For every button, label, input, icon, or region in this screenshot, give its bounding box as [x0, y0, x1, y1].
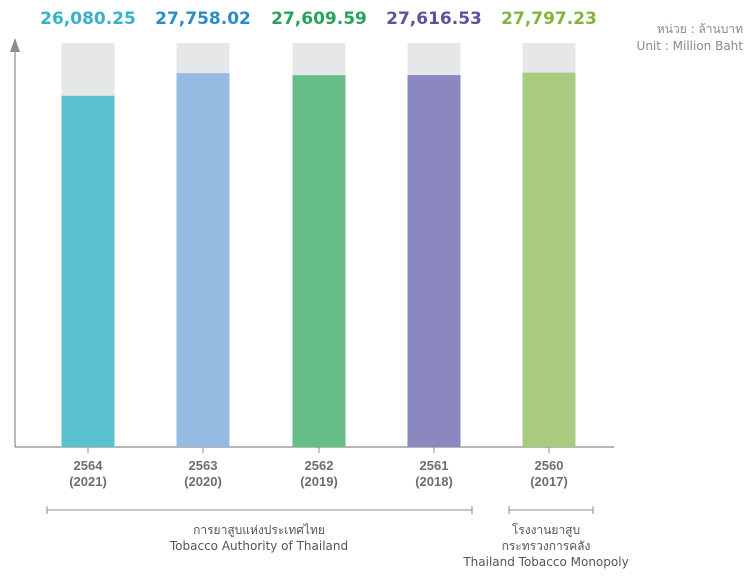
group-label-english: Thailand Tobacco Monopoly	[463, 555, 629, 569]
x-tick-label-thai-year: 2561	[420, 458, 449, 473]
group-label-tobacco-monopoly: โรงงานยาสูบ กระทรวงการคลัง Thailand Toba…	[461, 522, 631, 570]
x-tick-label-thai-year: 2562	[305, 458, 334, 473]
unit-label: หน่วย : ล้านบาท Unit : Million Baht	[637, 21, 743, 55]
bar	[61, 95, 115, 448]
data-label: 27,758.02	[155, 9, 251, 29]
bar	[292, 75, 346, 447]
y-axis-arrow-icon	[10, 38, 20, 52]
data-label: 27,609.59	[271, 9, 367, 29]
group-label-tobacco-authority: การยาสูบแห่งประเทศไทย Tobacco Authority …	[159, 522, 359, 554]
group-label-thai: การยาสูบแห่งประเทศไทย	[193, 523, 325, 537]
data-label: 26,080.25	[40, 9, 136, 29]
unit-label-english: Unit : Million Baht	[636, 39, 743, 53]
group-label-thai-line2: กระทรวงการคลัง	[501, 539, 591, 553]
x-tick-label-thai-year: 2560	[535, 458, 564, 473]
data-label: 27,797.23	[501, 9, 597, 29]
bar	[407, 75, 461, 447]
bar	[176, 73, 230, 448]
x-tick-label-year: (2019)	[300, 474, 338, 489]
x-tick-label-year: (2017)	[530, 474, 568, 489]
x-tick-label-thai-year: 2563	[189, 458, 218, 473]
x-tick-label-year: (2021)	[69, 474, 107, 489]
data-label: 27,616.53	[386, 9, 482, 29]
x-tick-label-year: (2020)	[184, 474, 222, 489]
bar	[522, 72, 576, 447]
x-tick-label-year: (2018)	[415, 474, 453, 489]
unit-label-thai: หน่วย : ล้านบาท	[656, 22, 743, 36]
group-label-english: Tobacco Authority of Thailand	[169, 539, 349, 553]
x-tick-label-thai-year: 2564	[74, 458, 104, 473]
group-label-thai: โรงงานยาสูบ	[511, 523, 581, 537]
